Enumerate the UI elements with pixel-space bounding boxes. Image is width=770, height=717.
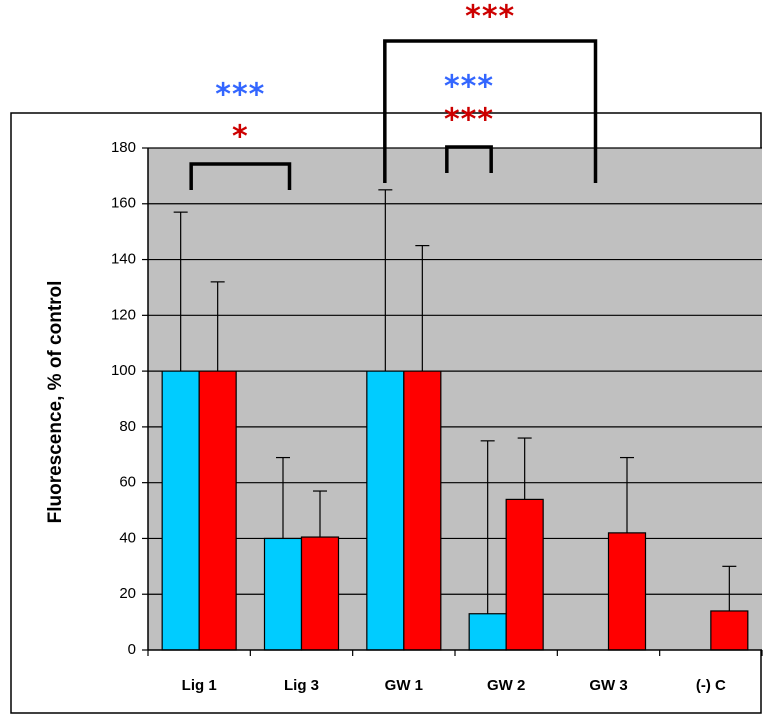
significance-annotations: *************: [189, 0, 598, 190]
y-axis-label: Fluorescence, % of control: [45, 281, 66, 524]
bar-red: [300, 536, 340, 651]
bar-cyan: [263, 537, 303, 651]
significance-bracket: [189, 162, 292, 190]
bar-red: [710, 610, 749, 651]
bar-red: [403, 370, 442, 651]
bar-cyan: [366, 370, 405, 651]
bar-red: [607, 532, 647, 651]
x-category-labels: Lig 1 Lig 3 GW 1 GW 2 GW 3 (-) C: [182, 677, 726, 694]
significance-stars: ***: [444, 70, 494, 105]
y-tick-label: 60: [119, 474, 136, 491]
bar-red: [505, 498, 544, 651]
axes: [142, 147, 763, 656]
significance-bracket: [445, 145, 493, 173]
x-category-label: GW 3: [589, 677, 627, 694]
y-tick-label: 0: [128, 641, 136, 658]
significance-stars: ***: [465, 0, 515, 35]
bar-cyan: [161, 370, 200, 651]
x-category-label: Lig 3: [284, 677, 319, 694]
x-category-label: (-) C: [696, 677, 726, 694]
y-tick-label: 80: [119, 418, 136, 435]
y-tick-label: 140: [111, 251, 136, 268]
significance-stars: ***: [444, 103, 494, 138]
y-tick-label: 120: [111, 306, 136, 323]
significance-stars: *: [232, 120, 249, 155]
plot-area: [148, 148, 762, 650]
y-tick-label: 100: [111, 362, 136, 379]
y-tick-label: 180: [111, 139, 136, 156]
significance-bracket: [383, 39, 598, 183]
x-category-label: Lig 1: [182, 677, 217, 694]
bar-red: [198, 370, 237, 651]
y-tick-labels: 0 20 40 60 80 100 120 140 160 180: [111, 139, 136, 658]
significance-stars: ***: [215, 78, 265, 113]
y-tick-label: 40: [119, 529, 136, 546]
bar-cyan: [468, 613, 507, 651]
y-tick-label: 160: [111, 195, 136, 212]
x-category-label: GW 1: [385, 677, 423, 694]
y-tick-label: 20: [119, 585, 136, 602]
x-category-label: GW 2: [487, 677, 525, 694]
error-bars: [173, 189, 737, 614]
